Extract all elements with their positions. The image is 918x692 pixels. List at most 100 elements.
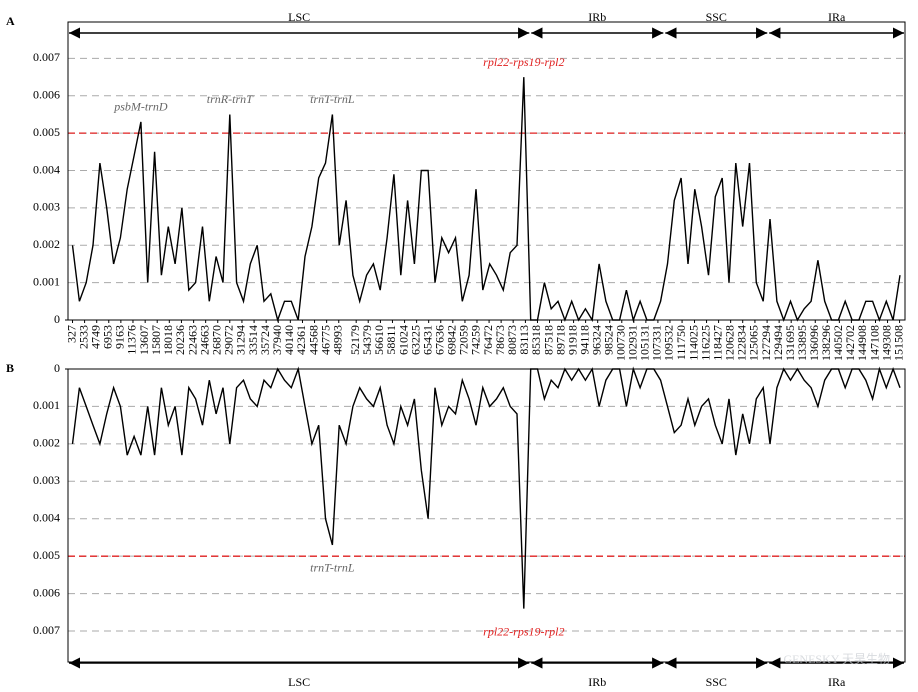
x-tick-label: 31294 [234, 325, 248, 355]
x-tick-label: 91918 [565, 325, 579, 355]
x-tick-label: 65431 [420, 325, 434, 355]
x-tick-label: 120628 [722, 325, 736, 361]
x-tick-label: 4749 [88, 325, 102, 349]
x-tick-label: 56610 [372, 325, 386, 355]
y-tick-label: 0.005 [33, 548, 60, 562]
plot-frame [67, 368, 906, 663]
x-tick-label: 80873 [505, 325, 519, 355]
x-tick-label: 69842 [445, 325, 459, 355]
panel-label: B [6, 361, 14, 375]
annotation: trnT-trnL [310, 561, 355, 575]
x-tick-label: 54379 [360, 325, 374, 355]
x-tick-label: 9163 [113, 325, 127, 349]
x-tick-label: 111750 [674, 325, 688, 360]
pi-line [71, 366, 901, 609]
x-tick-label: 72059 [457, 325, 471, 355]
x-tick-label: 42361 [294, 325, 308, 355]
x-tick-label: 118427 [710, 325, 724, 361]
x-tick-label: 11376 [125, 325, 139, 355]
region-label: IRa [828, 675, 846, 689]
y-tick-label: 0.002 [33, 436, 60, 450]
x-tick-label: 122834 [734, 325, 748, 361]
x-tick-label: 116225 [698, 325, 712, 361]
annotation: trnT-trnL [310, 92, 355, 106]
y-tick-label: 0.003 [33, 473, 60, 487]
region-label: LSC [288, 10, 310, 24]
x-tick-label: 105131 [638, 325, 652, 361]
x-tick-label: 15807 [149, 325, 163, 355]
region-label: IRa [828, 10, 846, 24]
x-tick-label: 136096 [807, 325, 821, 361]
x-tick-label: 94118 [577, 325, 591, 355]
y-tick-label: 0 [54, 361, 60, 375]
x-tick-label: 100730 [614, 325, 628, 361]
x-tick-label: 114025 [686, 325, 700, 361]
x-tick-label: 2533 [76, 325, 90, 349]
plot-frame [67, 21, 906, 321]
y-tick-label: 0.006 [33, 585, 60, 599]
x-tick-label: 131695 [783, 325, 797, 361]
x-tick-label: 327 [64, 325, 78, 343]
x-tick-label: 76472 [481, 325, 495, 355]
y-tick-label: 0.004 [33, 510, 60, 524]
x-tick-label: 78673 [493, 325, 507, 355]
x-tick-label: 149308 [879, 325, 893, 361]
x-tick-label: 125065 [747, 325, 761, 361]
x-tick-label: 96324 [589, 325, 603, 355]
pi-line [71, 77, 901, 323]
y-tick-label: 0.005 [33, 125, 60, 139]
x-tick-label: 147108 [867, 325, 881, 361]
x-tick-label: 144908 [855, 325, 869, 361]
watermark: GENESKY 天昊生物 [783, 652, 890, 666]
x-tick-label: 18018 [161, 325, 175, 355]
x-tick-label: 13607 [137, 325, 151, 355]
x-tick-label: 138296 [819, 325, 833, 361]
x-tick-label: 83113 [517, 325, 531, 355]
x-tick-label: 140502 [831, 325, 845, 361]
region-label: SSC [706, 10, 727, 24]
y-tick-label: 0.004 [33, 162, 60, 176]
region-label: IRb [588, 10, 606, 24]
x-tick-label: 58811 [384, 325, 398, 355]
y-tick-label: 0.007 [33, 623, 60, 637]
x-tick-label: 151508 [891, 325, 905, 361]
x-tick-label: 46775 [318, 325, 332, 355]
annotation: psbM-trnD [113, 100, 168, 114]
x-tick-label: 48993 [331, 325, 345, 355]
x-tick-label: 22463 [185, 325, 199, 355]
x-tick-label: 74259 [469, 325, 483, 355]
x-tick-label: 129494 [771, 325, 785, 361]
y-tick-label: 0.006 [33, 88, 60, 102]
y-tick-label: 0.001 [33, 398, 60, 412]
region-label: LSC [288, 675, 310, 689]
x-tick-label: 98524 [601, 325, 615, 355]
x-tick-label: 26870 [209, 325, 223, 355]
y-tick-label: 0.002 [33, 237, 60, 251]
x-tick-label: 29072 [222, 325, 236, 355]
y-tick-label: 0.001 [33, 274, 60, 288]
y-tick-label: 0.007 [33, 50, 60, 64]
x-tick-label: 37940 [270, 325, 284, 355]
x-tick-label: 67636 [432, 325, 446, 355]
region-label: IRb [588, 675, 606, 689]
x-tick-label: 33514 [246, 325, 260, 355]
x-tick-label: 89718 [553, 325, 567, 355]
annotation: trnR-trnT [207, 92, 254, 106]
y-tick-label: 0 [54, 312, 60, 326]
x-tick-label: 24663 [197, 325, 211, 355]
annotation: rpl22-rps19-rpl2 [483, 55, 564, 69]
x-tick-label: 35724 [258, 325, 272, 355]
x-tick-label: 40140 [282, 325, 296, 355]
x-tick-label: 20236 [173, 325, 187, 355]
x-tick-label: 127294 [759, 325, 773, 361]
x-tick-label: 52179 [348, 325, 362, 355]
x-tick-label: 44568 [306, 325, 320, 355]
region-label: SSC [706, 675, 727, 689]
x-tick-label: 107331 [650, 325, 664, 361]
x-tick-label: 87518 [541, 325, 555, 355]
y-tick-label: 0.003 [33, 200, 60, 214]
x-tick-label: 142702 [843, 325, 857, 361]
x-tick-label: 6953 [101, 325, 115, 349]
x-tick-label: 102931 [626, 325, 640, 361]
